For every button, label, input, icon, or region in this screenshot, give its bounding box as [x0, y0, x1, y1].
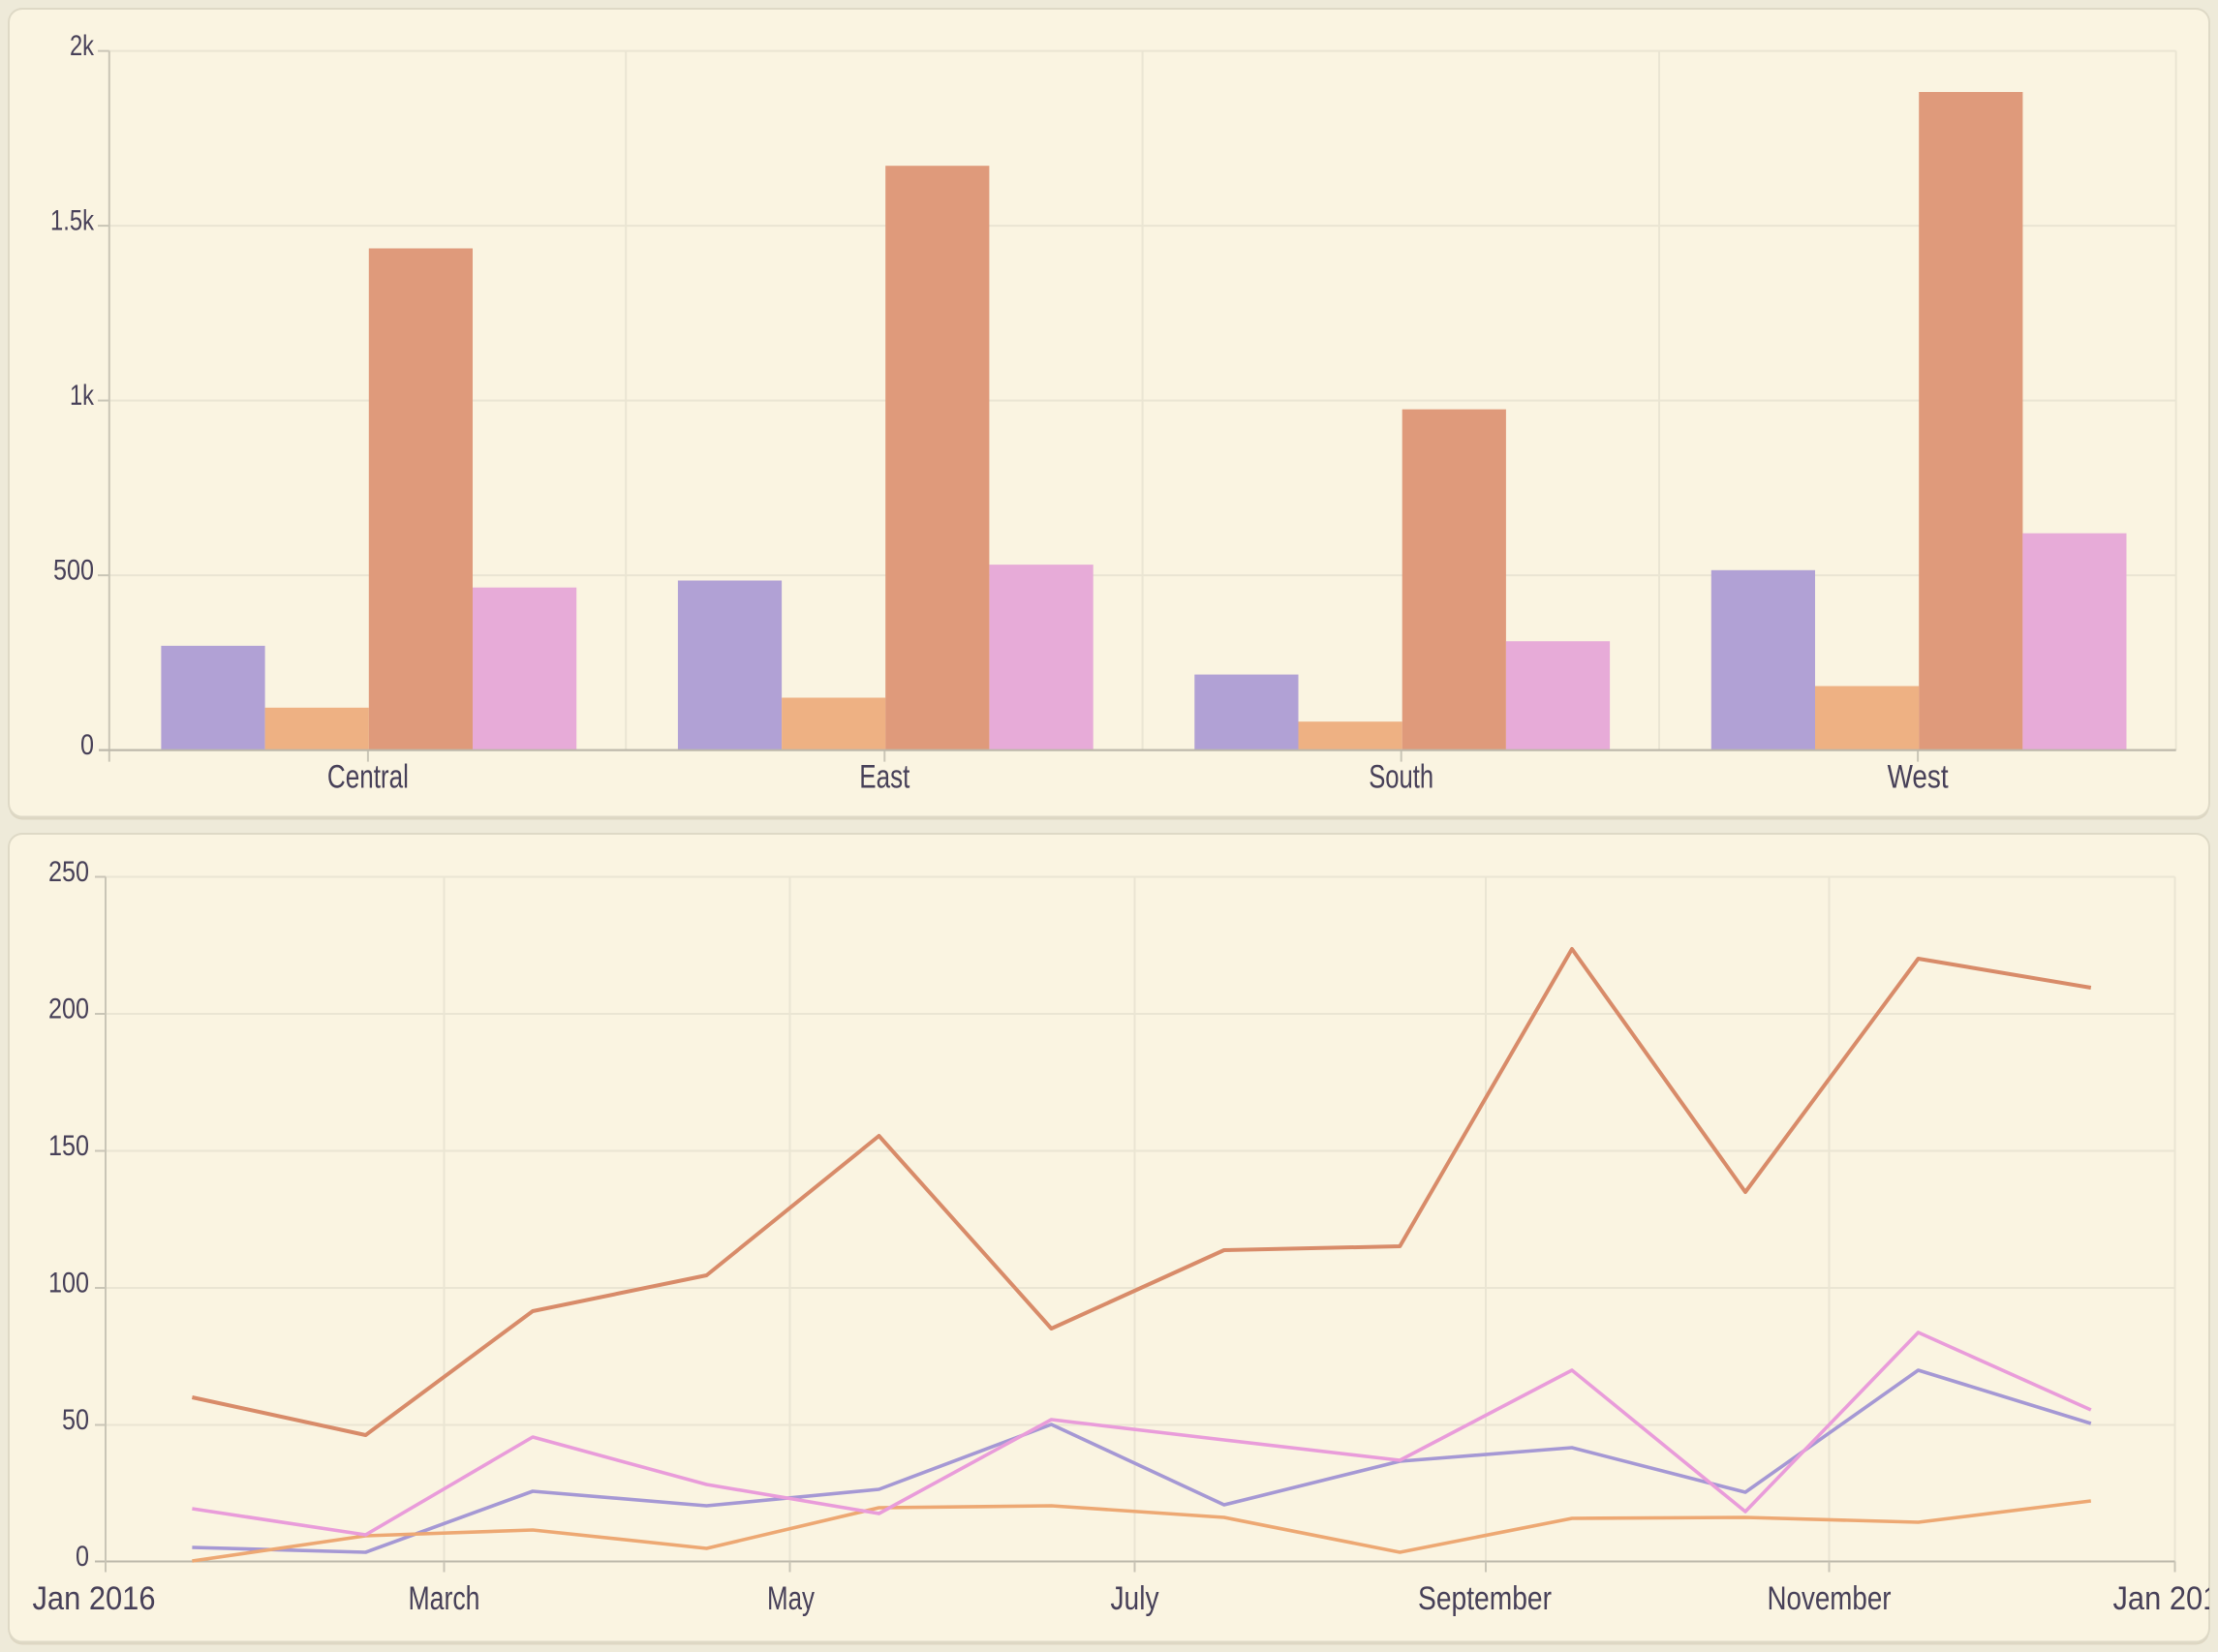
svg-text:1k: 1k [70, 380, 95, 412]
svg-text:1.5k: 1.5k [50, 205, 95, 237]
svg-text:50: 50 [62, 1404, 89, 1436]
svg-text:East: East [859, 759, 909, 796]
svg-text:West: West [1888, 759, 1949, 796]
svg-text:March: March [409, 1580, 480, 1617]
svg-text:0: 0 [76, 1541, 89, 1573]
svg-text:September: September [1418, 1580, 1552, 1617]
svg-text:200: 200 [48, 994, 89, 1025]
svg-text:150: 150 [48, 1130, 89, 1162]
svg-text:Central: Central [327, 759, 409, 796]
svg-text:100: 100 [48, 1268, 89, 1300]
svg-text:South: South [1369, 759, 1433, 796]
svg-text:250: 250 [48, 856, 89, 888]
svg-text:Jan 2016: Jan 2016 [33, 1580, 156, 1617]
svg-text:2k: 2k [70, 30, 95, 62]
svg-text:0: 0 [80, 729, 94, 761]
svg-text:November: November [1768, 1580, 1892, 1617]
svg-text:Jan 2017: Jan 2017 [2113, 1580, 2218, 1617]
svg-text:July: July [1111, 1580, 1159, 1617]
svg-text:500: 500 [53, 555, 94, 587]
svg-text:May: May [767, 1580, 815, 1617]
